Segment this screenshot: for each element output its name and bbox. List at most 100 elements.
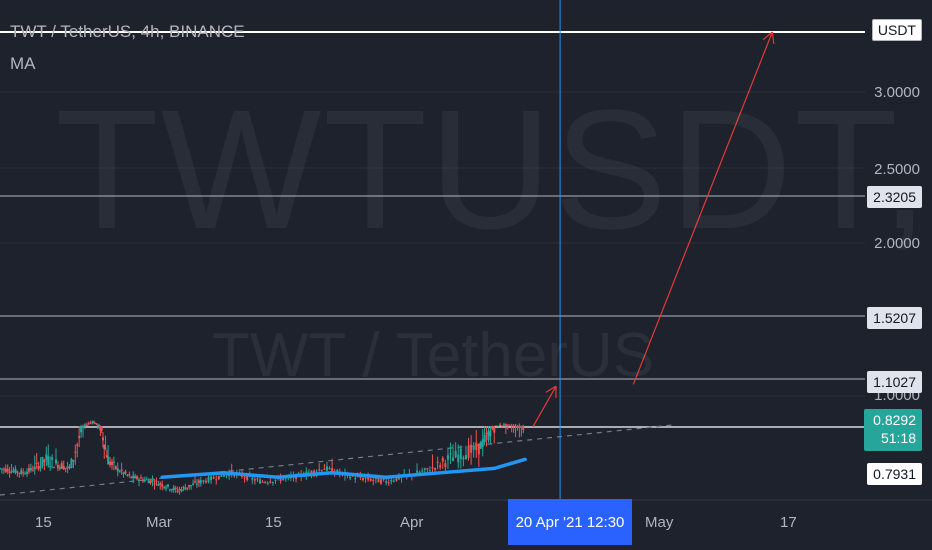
candle-body: [29, 468, 32, 471]
candle-body: [186, 487, 189, 489]
candle-body: [452, 457, 455, 462]
candle-body: [6, 468, 9, 472]
candle-body: [325, 466, 328, 471]
candle-body: [147, 480, 150, 484]
candle-body: [354, 478, 357, 480]
candle-body: [197, 480, 200, 483]
candle-body: [182, 486, 185, 488]
candle-body: [454, 450, 457, 458]
candle-body: [56, 464, 59, 469]
candle-body: [512, 425, 515, 427]
candle-body: [120, 469, 123, 472]
candle-body: [178, 489, 181, 491]
candle-body: [510, 425, 513, 427]
x-tick-label: 15: [35, 514, 52, 531]
chart-legend: TWT / TetherUS, 4h, BINANCE MA: [10, 22, 245, 74]
candle-body: [27, 468, 30, 472]
candle-body: [94, 423, 97, 425]
candle-body: [449, 453, 452, 455]
candle-body: [418, 471, 421, 473]
candle-body: [470, 444, 473, 453]
candle-body: [259, 479, 262, 484]
candle-body: [485, 433, 488, 435]
y-tick-label: 3.0000: [874, 84, 920, 101]
candle-body: [520, 426, 523, 428]
candle-body: [481, 439, 484, 448]
candle-body: [364, 477, 367, 479]
candle-body: [477, 443, 480, 455]
candle-body: [165, 487, 168, 489]
candle-body: [266, 482, 269, 484]
candle-body: [39, 466, 42, 468]
candle-body: [128, 474, 131, 476]
candle-body: [313, 470, 316, 474]
candle-body: [297, 473, 300, 475]
candle-body: [385, 481, 388, 483]
candle-body: [116, 468, 119, 472]
candle-body: [82, 426, 85, 428]
last-price-value: 0.8292: [873, 412, 916, 428]
candle-body: [54, 459, 57, 464]
candle-body: [508, 424, 511, 426]
crosshair-time-label: 20 Apr '21 12:30: [508, 499, 632, 545]
candle-body: [261, 481, 264, 483]
candle-body: [37, 466, 40, 470]
candle-body: [151, 480, 154, 482]
candle-body: [246, 474, 249, 480]
candle-body: [124, 471, 127, 474]
symbol-title[interactable]: TWT / TetherUS, 4h, BINANCE: [10, 22, 245, 41]
candle-body: [141, 479, 144, 482]
x-tick-label: Mar: [146, 514, 172, 531]
candle-body: [112, 461, 115, 463]
ma-indicator-label[interactable]: MA: [10, 54, 36, 73]
candle-body: [483, 434, 486, 442]
candle-body: [225, 474, 228, 476]
candle-body: [14, 468, 17, 474]
candle-body: [130, 476, 133, 478]
candle-body: [107, 456, 110, 465]
candle-body: [204, 480, 207, 483]
candle-body: [359, 476, 362, 478]
candle-body: [134, 476, 137, 479]
candle-body: [145, 479, 148, 481]
candle-body: [256, 478, 259, 480]
candle-body: [493, 427, 496, 433]
candle-body: [195, 483, 198, 485]
candle-body: [506, 424, 509, 426]
candle-body: [163, 486, 166, 488]
candle-body: [502, 424, 505, 426]
candle-body: [104, 447, 107, 449]
candle-body: [504, 424, 507, 427]
candle-body: [89, 422, 92, 424]
candle-body: [18, 472, 21, 474]
candle-body: [136, 476, 139, 480]
candle-body: [118, 471, 121, 473]
candle-body: [188, 484, 191, 488]
candle-body: [331, 468, 334, 473]
candle-body: [497, 425, 500, 427]
candle-body: [139, 477, 142, 479]
y-tick-label: 2.5000: [874, 161, 920, 178]
candle-body: [43, 460, 46, 462]
currency-badge[interactable]: USDT: [871, 19, 922, 41]
candle-body: [207, 476, 210, 483]
candle-body: [103, 444, 106, 450]
candle-body: [444, 463, 447, 468]
candle-body: [184, 487, 187, 490]
candle-body: [516, 426, 519, 428]
candle-body: [101, 437, 104, 441]
price-tag-level-1-5207: 1.5207: [867, 307, 922, 329]
candle-body: [212, 477, 215, 479]
candle-body: [436, 461, 439, 463]
x-tick-label: 15: [265, 514, 282, 531]
candle-body: [100, 426, 103, 431]
candle-body: [64, 467, 67, 469]
candle-body: [47, 456, 50, 466]
candle-body: [99, 426, 102, 431]
candle-body: [489, 430, 492, 437]
candle-body: [374, 477, 377, 479]
candle-body: [109, 461, 112, 466]
candle-body: [372, 479, 375, 481]
